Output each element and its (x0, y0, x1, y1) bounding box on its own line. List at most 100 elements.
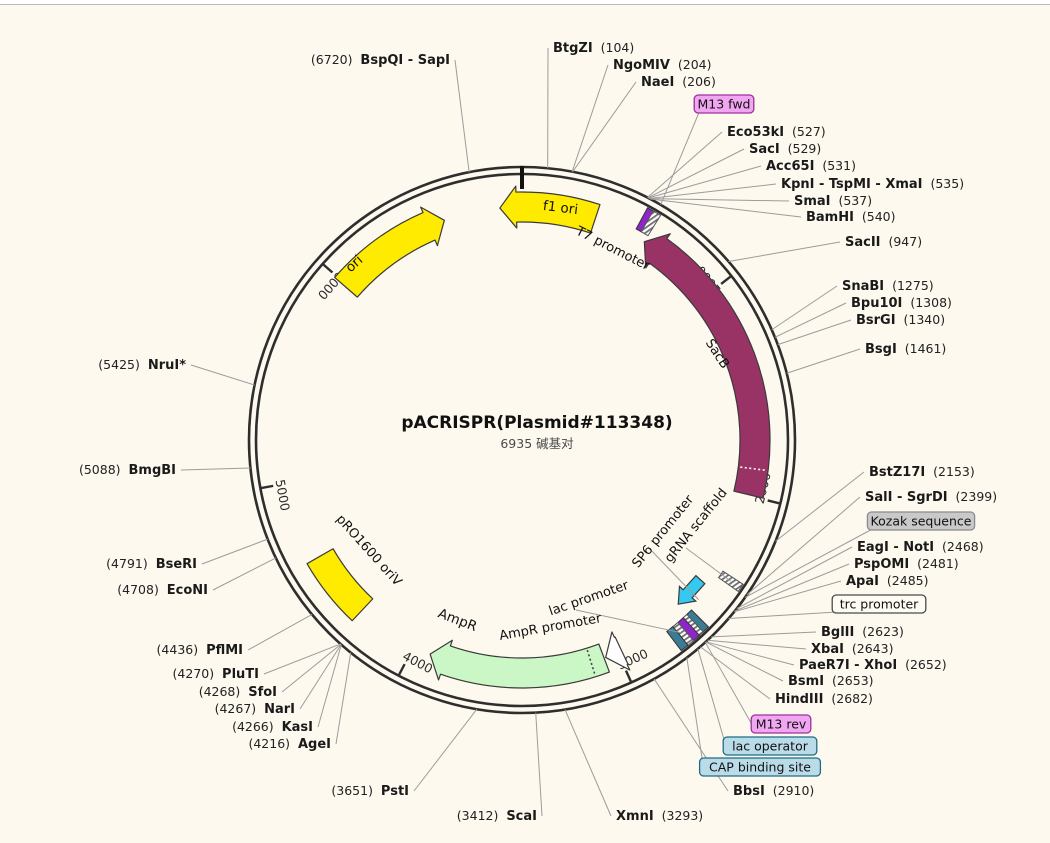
restriction-site-label[interactable]: HindIII (2682) (775, 691, 873, 707)
restriction-site-label[interactable]: PaeR7I - XhoI (2652) (799, 657, 947, 673)
site-leader-line (736, 546, 853, 609)
restriction-site-label[interactable]: Eco53kI (527) (727, 124, 826, 140)
annotation-box-label: M13 rev (756, 717, 807, 732)
site-leader-line (775, 471, 865, 542)
site-leader-line (746, 496, 861, 596)
annotation-leader-line (728, 611, 838, 619)
scale-tick (720, 274, 733, 285)
annotation-leader-line (704, 642, 757, 733)
restriction-site-label[interactable]: Acc65I (531) (766, 158, 856, 174)
site-leader-line (335, 652, 352, 745)
feature-pro1600-oriv[interactable] (306, 548, 374, 622)
annotation-box-lac-operator[interactable] (722, 736, 818, 756)
annotation-box-kozak-sequence[interactable] (866, 511, 976, 531)
scale-tick-label: 5000 (273, 478, 294, 512)
plasmid-size-label: 6935 碱基对 (500, 436, 573, 451)
restriction-site-label[interactable]: (4268) SfoI (199, 684, 277, 700)
restriction-site-label[interactable]: BsrGI (1340) (856, 312, 945, 328)
scale-tick (397, 663, 406, 677)
annotation-box-label: lac operator (732, 739, 809, 754)
scale-tick (321, 262, 334, 274)
restriction-site-label[interactable]: (4267) NarI (215, 701, 295, 717)
site-leader-line (647, 148, 745, 199)
restriction-site-label[interactable]: Bpu10I (1308) (851, 295, 952, 311)
restriction-site-label[interactable]: KpnI - TspMI - XmaI (535) (781, 176, 964, 192)
annotation-box-label: M13 fwd (697, 97, 750, 112)
site-leader-line (700, 646, 771, 700)
restriction-site-label[interactable]: (3412) ScaI (457, 808, 537, 824)
restriction-site-label[interactable]: SnaBI (1275) (842, 278, 934, 294)
restriction-site-label[interactable]: BamHI (540) (806, 209, 896, 225)
feature-leader-line (575, 609, 682, 634)
site-leader-line (777, 319, 852, 346)
restriction-site-label[interactable]: (4708) EcoNI (117, 582, 208, 598)
annotation-leader-line (697, 648, 729, 755)
restriction-site-label[interactable]: (4216) AgeI (248, 736, 331, 752)
site-leader-line (413, 708, 478, 792)
site-leader-line (707, 639, 807, 650)
restriction-site-label[interactable]: NgoMIV (204) (613, 57, 712, 73)
feature-ori[interactable] (334, 206, 445, 298)
annotation-box-cap-binding-site[interactable] (698, 757, 822, 777)
restriction-site-label[interactable]: SalI - SgrDI (2399) (865, 489, 997, 505)
restriction-site-label[interactable]: (4791) BseRI (106, 556, 197, 572)
restriction-site-label[interactable]: (6720) BspQI - SapI (311, 52, 450, 68)
feature-ampr[interactable] (429, 639, 610, 689)
restriction-site-label[interactable]: (4270) PluTI (173, 666, 259, 682)
scale-tick (260, 484, 274, 490)
marker-trc-site[interactable] (666, 625, 689, 652)
feature-leader-line (685, 547, 732, 582)
restriction-site-label[interactable]: (4436) PflMI (157, 642, 243, 658)
site-leader-line (711, 631, 817, 638)
marker-sp6-promoter[interactable] (670, 572, 708, 611)
restriction-site-label[interactable]: XmnI (3293) (616, 808, 703, 824)
site-leader-line (647, 131, 723, 198)
site-leader-line (180, 467, 251, 471)
restriction-site-label[interactable]: (4266) KasI (232, 719, 313, 735)
feature-label-ampr: AmpR (436, 606, 479, 635)
site-leader-line (190, 364, 255, 386)
site-leader-line (649, 183, 777, 199)
restriction-site-label[interactable]: (5425) NruI* (98, 357, 186, 373)
restriction-site-label[interactable]: BsmI (2653) (788, 673, 874, 689)
feature-sacb[interactable] (643, 233, 771, 499)
restriction-site-label[interactable]: BtgZI (104) (553, 40, 634, 56)
restriction-site-label[interactable]: EagI - NotI (2468) (857, 539, 984, 555)
restriction-site-label[interactable]: (3651) PstI (331, 783, 409, 799)
annotation-box-m13-fwd[interactable] (693, 94, 755, 114)
annotation-box-trc-promoter[interactable] (831, 594, 927, 614)
site-leader-line (571, 64, 609, 172)
annotation-leader-line (660, 111, 700, 206)
marker-m13-fwd-site[interactable] (640, 210, 662, 237)
feature-f1-ori[interactable] (499, 185, 601, 234)
site-leader-line (648, 165, 762, 199)
site-leader-line (786, 348, 861, 374)
site-leader-line (771, 285, 838, 331)
restriction-site-label[interactable]: BbsI (2910) (733, 783, 814, 799)
restriction-site-label[interactable]: SacII (947) (845, 234, 922, 250)
restriction-site-label[interactable]: ApaI (2485) (846, 573, 929, 589)
restriction-site-label[interactable]: (5088) BmgBI (79, 462, 176, 478)
restriction-site-label[interactable]: PspOMI (2481) (854, 556, 959, 572)
restriction-site-label[interactable]: SmaI (537) (794, 193, 872, 209)
site-leader-line (454, 59, 470, 173)
annotation-box-label: Kozak sequence (871, 514, 972, 529)
site-leader-line (564, 709, 612, 817)
restriction-site-label[interactable]: NaeI (206) (641, 74, 716, 90)
site-leader-line (572, 81, 637, 173)
scale-tick-label: 4000 (400, 648, 435, 676)
restriction-site-label[interactable]: SacI (529) (749, 141, 821, 157)
feature-label-f1-ori: f1 ori (542, 198, 579, 218)
restriction-site-label[interactable]: BglII (2623) (821, 624, 904, 640)
restriction-site-label[interactable]: BstZ17I (2153) (869, 464, 975, 480)
feature-leader-line (647, 546, 699, 600)
site-leader-line (317, 644, 342, 728)
restriction-site-label[interactable]: BsgI (1461) (865, 341, 946, 357)
feature-ampr-promoter[interactable] (605, 631, 631, 671)
marker-grna-scaffold[interactable] (717, 570, 744, 593)
restriction-site-label[interactable]: XbaI (2643) (811, 641, 893, 657)
annotation-box-m13-rev[interactable] (750, 714, 812, 734)
annotation-box-label: trc promoter (840, 597, 919, 612)
scale-tick (767, 499, 781, 505)
